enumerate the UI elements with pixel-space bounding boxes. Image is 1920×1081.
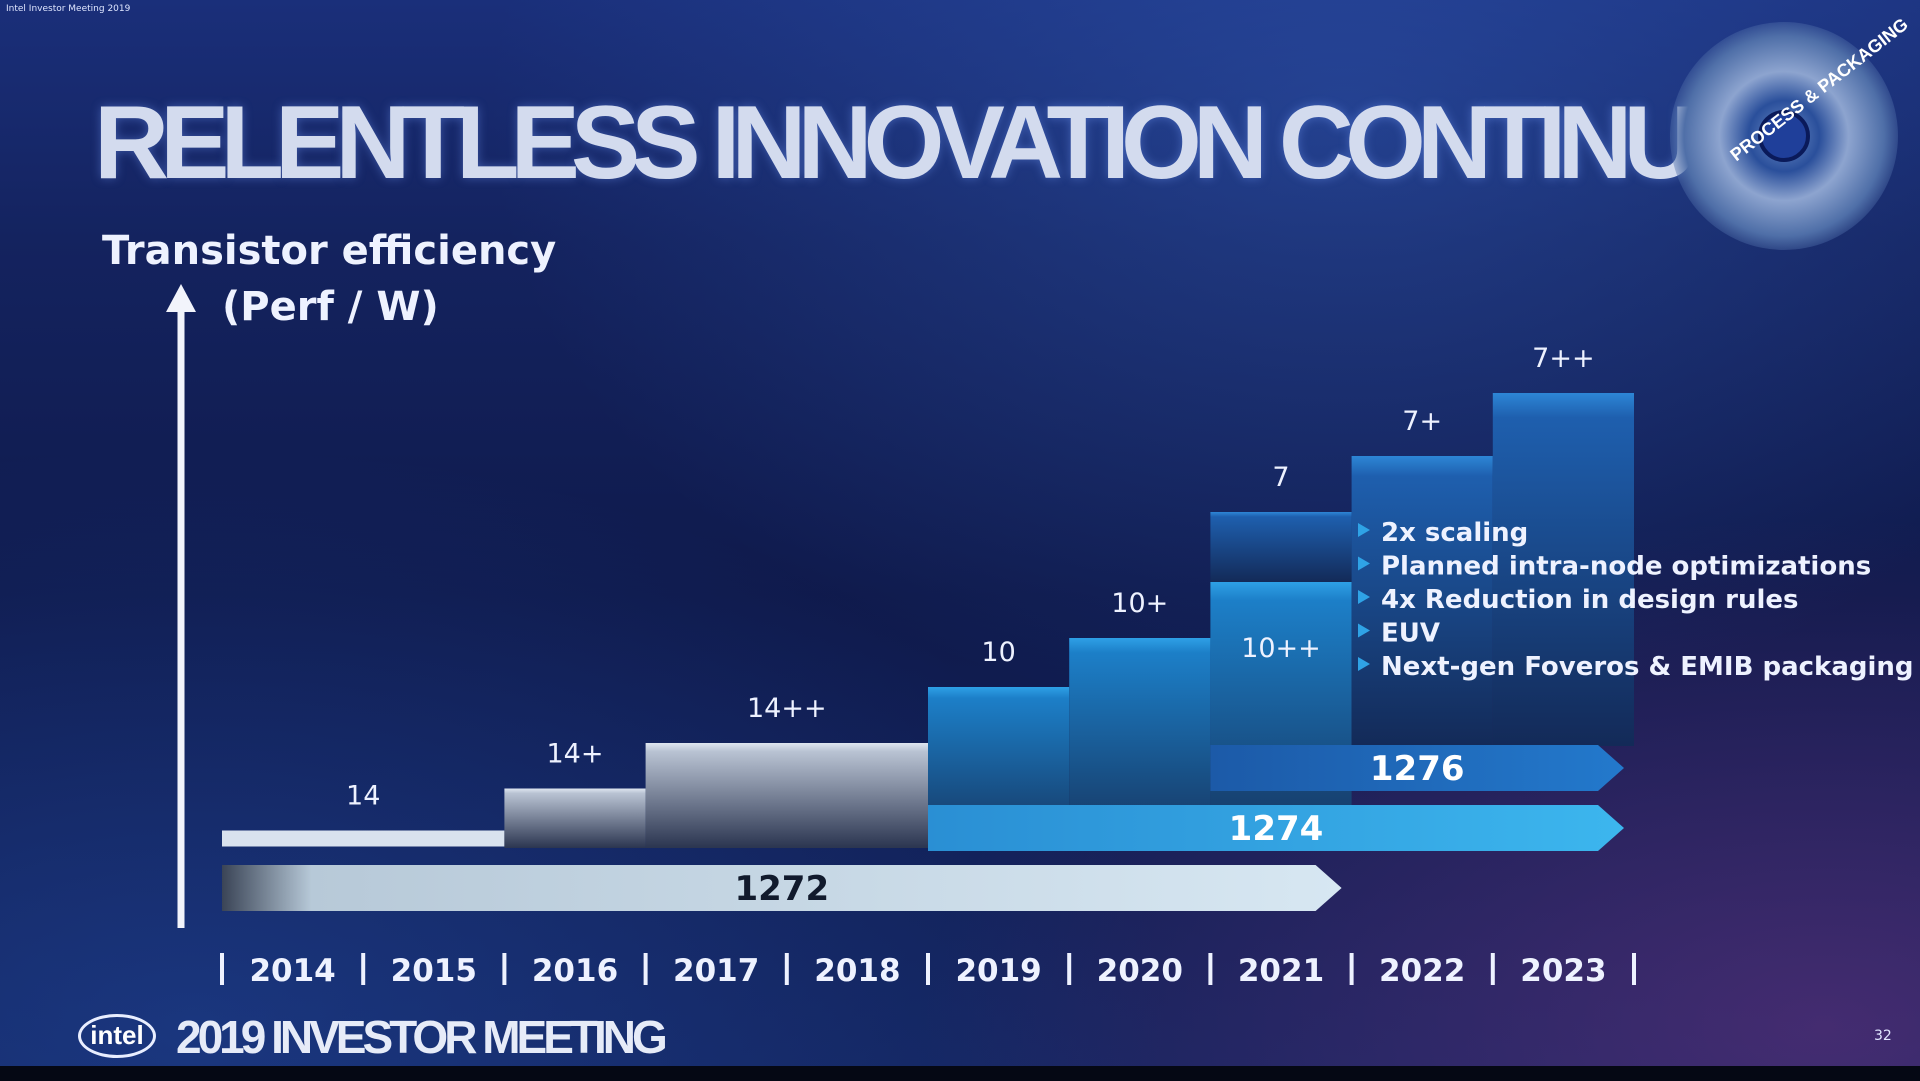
step-bar — [504, 788, 646, 848]
step-label: 10+ — [1111, 588, 1168, 619]
bullet-arrow-icon — [1358, 556, 1370, 571]
process-arrow-1276 — [1210, 745, 1624, 791]
process-packaging-disc-logo — [1670, 22, 1898, 250]
step-label: 14 — [346, 781, 380, 812]
step-label: 7 — [1272, 462, 1289, 493]
step-label: 7++ — [1532, 343, 1594, 374]
bullet-arrow-icon — [1358, 590, 1370, 604]
annotation-item: Planned intra-node optimizations — [1381, 552, 1871, 582]
video-title-bar: Intel Investor Meeting 2019 — [6, 4, 131, 14]
step-bar — [1210, 512, 1352, 582]
bullet-arrow-icon — [1358, 623, 1370, 638]
video-controls-bar[interactable] — [0, 1066, 1920, 1081]
annotation-item: Next-gen Foveros & EMIB packaging — [1381, 652, 1914, 682]
step-label: 14++ — [747, 693, 827, 724]
y-axis-label-line-1: Transistor efficiency — [102, 228, 557, 274]
slide-title: RELENTLESS INNOVATION CONTINUES — [94, 85, 1819, 201]
x-axis-year-label: 2021 — [1238, 953, 1324, 989]
step-label: 7+ — [1402, 406, 1442, 437]
x-axis-year-label: 2022 — [1379, 953, 1465, 989]
annotation-item: 4x Reduction in design rules — [1381, 585, 1799, 615]
process-arrow-label: 1274 — [1229, 809, 1324, 849]
y-axis-arrowhead — [166, 284, 196, 312]
process-arrow-1272 — [222, 865, 1342, 911]
step-bar — [1351, 456, 1493, 746]
intel-logo: intel — [78, 1014, 156, 1058]
step-label: 10 — [981, 637, 1015, 668]
annotation-item: EUV — [1381, 619, 1440, 649]
step-label: 10++ — [1241, 633, 1321, 664]
y-axis-label-line-2: (Perf / W) — [222, 284, 439, 330]
x-axis-year-label: 2019 — [955, 953, 1041, 989]
step-label: 14+ — [547, 739, 604, 770]
y-axis-arrow — [166, 284, 196, 928]
process-arrow-label: 1276 — [1370, 749, 1465, 789]
disc-hole — [1758, 110, 1810, 162]
process-arrow-1274 — [928, 805, 1624, 851]
annotation-item: 2x scaling — [1381, 518, 1528, 548]
x-axis-year-label: 2015 — [391, 953, 477, 989]
process-arrow-label: 1272 — [734, 869, 829, 909]
page-number: 32 — [1874, 1028, 1892, 1044]
step-bar — [1210, 582, 1352, 848]
x-axis-year-label: 2020 — [1097, 953, 1183, 989]
x-axis-year-label: 2016 — [532, 953, 618, 989]
bullet-arrow-icon — [1358, 523, 1370, 537]
x-axis-year-label: 2014 — [249, 953, 335, 989]
x-axis-year-label: 2023 — [1520, 953, 1606, 989]
x-axis-year-label: 2017 — [673, 953, 759, 989]
step-bar — [645, 743, 928, 848]
step-bar — [222, 830, 505, 847]
x-axis-year-label: 2018 — [814, 953, 900, 989]
footer-title: 2019 INVESTOR MEETING — [176, 1011, 668, 1063]
bullet-arrow-icon — [1358, 657, 1370, 671]
step-bar — [1492, 393, 1634, 746]
